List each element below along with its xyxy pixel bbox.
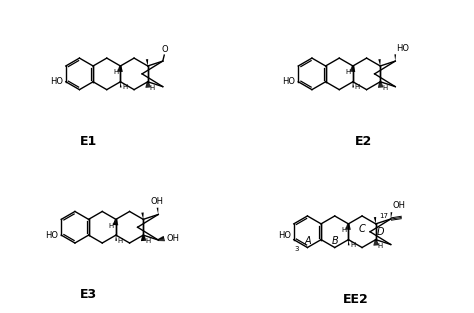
Text: EE2: EE2	[343, 293, 368, 306]
Text: 17: 17	[379, 213, 388, 219]
Text: E1: E1	[80, 135, 97, 148]
Text: H: H	[355, 85, 360, 90]
Text: H: H	[118, 238, 123, 244]
Polygon shape	[348, 240, 349, 245]
Text: O: O	[162, 44, 168, 54]
Polygon shape	[374, 217, 376, 224]
Text: 3: 3	[294, 246, 299, 252]
Text: H: H	[382, 85, 387, 91]
Text: A: A	[304, 236, 311, 246]
Polygon shape	[120, 82, 121, 88]
Polygon shape	[391, 212, 392, 219]
Polygon shape	[141, 213, 144, 219]
Text: HO: HO	[50, 77, 63, 86]
Text: H: H	[113, 69, 118, 75]
Polygon shape	[394, 54, 396, 61]
Text: H: H	[145, 239, 150, 244]
Text: D: D	[377, 227, 384, 237]
Text: H: H	[150, 85, 155, 91]
Text: B: B	[331, 236, 338, 246]
Polygon shape	[352, 82, 354, 88]
Text: H: H	[109, 223, 114, 229]
Text: OH: OH	[392, 202, 405, 210]
Polygon shape	[115, 235, 117, 241]
Text: H: H	[346, 69, 351, 75]
Text: E2: E2	[355, 135, 372, 148]
Text: OH: OH	[166, 234, 180, 243]
Text: H: H	[350, 242, 356, 248]
Text: E3: E3	[80, 288, 97, 301]
Polygon shape	[156, 208, 158, 214]
Text: C: C	[359, 224, 365, 234]
Polygon shape	[146, 59, 148, 66]
Text: H: H	[378, 243, 383, 249]
Text: OH: OH	[150, 197, 163, 206]
Text: HO: HO	[278, 231, 291, 240]
Text: HO: HO	[45, 231, 58, 240]
Text: H: H	[122, 85, 128, 90]
Polygon shape	[378, 59, 381, 66]
Text: HO: HO	[396, 44, 409, 53]
Text: H: H	[341, 227, 346, 233]
Text: HO: HO	[282, 77, 295, 86]
